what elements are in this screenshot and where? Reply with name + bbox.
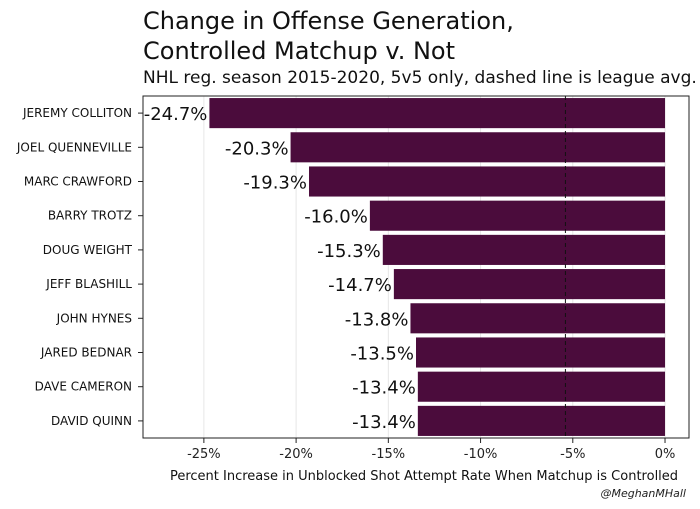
x-tick-label: -20% [279,447,313,462]
x-axis-title: Percent Increase in Unblocked Shot Attem… [170,469,678,484]
category-label: DAVID QUINN [51,414,132,428]
bar [410,303,666,334]
plot-frame [142,95,690,439]
credit-text: @MeghanMHall [600,487,686,500]
category-label: JARED BEDNAR [40,346,132,360]
x-tick-label: -15% [372,447,406,462]
bar [309,166,666,197]
data-label: -14.7% [328,275,392,296]
bar [290,132,666,163]
data-label: -15.3% [317,241,381,262]
bar [416,337,666,368]
category-label: JEREMY COLLITON [22,106,132,120]
x-tick-label: 0% [655,447,676,462]
data-label: -16.0% [304,207,368,228]
bar [382,234,666,265]
bar [417,371,666,402]
x-tick-label: -10% [464,447,498,462]
x-tick-label: -25% [187,447,221,462]
data-label: -13.4% [352,412,416,433]
data-label: -13.8% [345,309,409,330]
chart-title-line1: Change in Offense Generation, [143,7,514,35]
bar [393,269,666,300]
category-label: JEFF BLASHILL [45,277,132,291]
category-label: MARC CRAWFORD [24,175,132,189]
bar [369,200,666,231]
chart-title-line2: Controlled Matchup v. Not [143,37,455,65]
data-label: -20.3% [225,138,289,159]
category-label: JOEL QUENNEVILLE [16,140,132,154]
data-label: -13.5% [350,344,414,365]
category-label: DOUG WEIGHT [43,243,133,257]
category-label: DAVE CAMERON [35,380,132,394]
data-label: -19.3% [243,173,307,194]
x-tick-label: -5% [560,447,585,462]
bar [209,98,666,129]
chart-title: Change in Offense Generation, Controlled… [143,6,514,66]
chart-subtitle: NHL reg. season 2015-2020, 5v5 only, das… [143,68,697,88]
data-label: -24.7% [144,104,208,125]
data-label: -13.4% [352,378,416,399]
bar [417,405,666,436]
category-label: JOHN HYNES [56,311,132,325]
category-label: BARRY TROTZ [48,209,132,223]
